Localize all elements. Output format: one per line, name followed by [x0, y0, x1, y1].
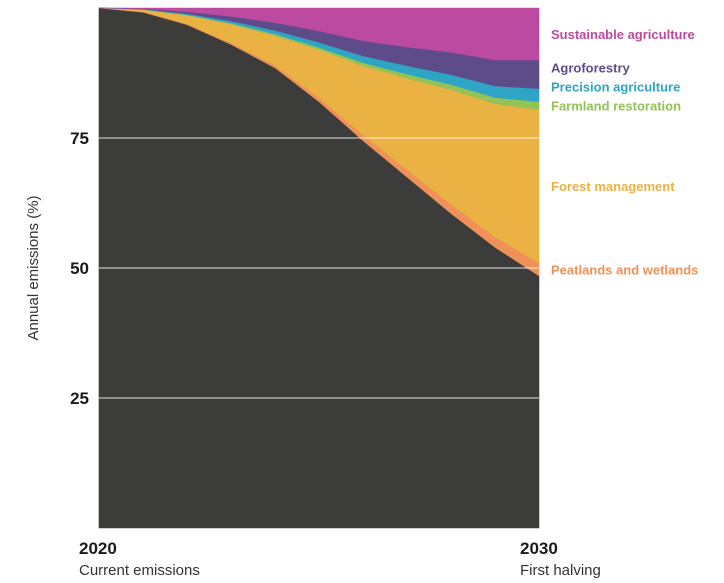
area-sustainable-agriculture — [98, 7, 540, 61]
y-tick-label-75: 75 — [70, 129, 89, 148]
gridlines — [99, 137, 539, 399]
series-labels: Peatlands and wetlands Forest management F… — [551, 27, 698, 277]
y-axis-label: Annual emissions (%) — [25, 195, 42, 340]
series-label-forest-management: Forest management — [551, 179, 675, 194]
x-tick-caption-2020: Current emissions — [79, 562, 200, 579]
series-label-farmland-restoration: Farmland restoration — [551, 99, 681, 114]
x-tick-caption-2030: First halving — [520, 562, 601, 579]
series-label-sustainable-agriculture: Sustainable agriculture — [551, 27, 695, 42]
series-label-peatlands-and-wetlands: Peatlands and wetlands — [551, 262, 698, 277]
x-tick-year-2020: 2020 — [79, 539, 117, 558]
y-tick-label-50: 50 — [70, 259, 89, 278]
series-label-precision-agriculture: Precision agriculture — [551, 80, 680, 95]
x-tick-year-2030: 2030 — [520, 539, 558, 558]
y-axis-ticks: 25 50 75 — [70, 129, 89, 408]
series-label-agroforestry: Agroforestry — [551, 61, 631, 76]
x-axis-ticks: 2020 Current emissions 2030 First halving — [79, 539, 601, 579]
y-tick-label-25: 25 — [70, 389, 89, 408]
